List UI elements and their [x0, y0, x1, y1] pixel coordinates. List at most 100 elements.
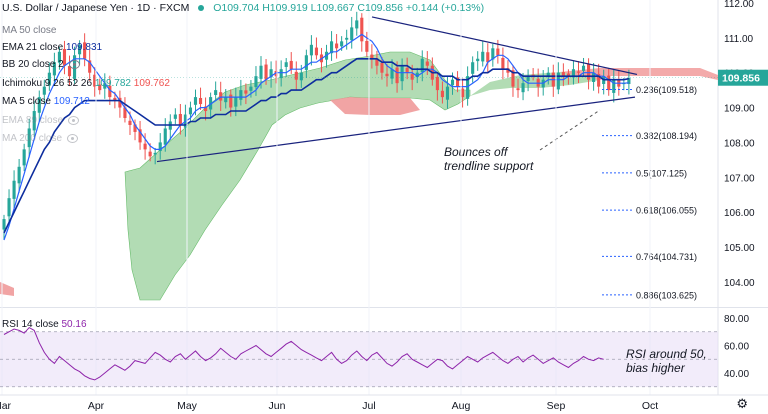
- legend-bb[interactable]: BB 20 close 2: [2, 57, 80, 72]
- legend-rsi[interactable]: RSI 14 close 50.16: [2, 317, 87, 332]
- candle-body: [587, 63, 591, 80]
- candle-body: [62, 49, 67, 66]
- candle-body: [556, 72, 560, 90]
- candle-body: [370, 54, 374, 59]
- candle-body: [214, 90, 218, 95]
- symbol-title: U.S. Dollar / Japanese Yen · 1D · FXCM: [2, 2, 190, 14]
- annotation-line: Bounces off: [444, 145, 509, 159]
- candle-body: [163, 128, 167, 145]
- ma5-line: [3, 33, 629, 241]
- candle-body: [390, 69, 394, 79]
- candle-body: [32, 111, 36, 131]
- candle-body: [22, 149, 26, 166]
- candle-body: [178, 113, 182, 125]
- rsi-tick-label: 40.00: [724, 369, 749, 380]
- annotation-line: trendline support: [444, 159, 534, 173]
- hidden-eye-icon[interactable]: [67, 115, 79, 125]
- candle-body: [329, 41, 334, 54]
- candle-body: [592, 72, 596, 82]
- candle-body: [42, 86, 46, 95]
- candle-body: [279, 69, 283, 79]
- candle-body: [612, 79, 616, 93]
- rsi-band: [0, 331, 718, 387]
- candle-body: [486, 52, 490, 63]
- candle-body: [103, 83, 107, 89]
- candle-body: [526, 76, 530, 82]
- candle-body: [350, 27, 354, 41]
- main-pane: 104.00105.00106.00107.00108.00109.00110.…: [0, 0, 768, 395]
- candle-body: [17, 166, 21, 184]
- candle-body: [193, 97, 198, 105]
- candle-body: [289, 60, 293, 70]
- candle-body: [12, 180, 16, 199]
- candle-body: [597, 73, 601, 87]
- legend-ema-hidden-label: EMA 89 close: [2, 115, 64, 126]
- candle-body: [158, 142, 162, 152]
- candle-body: [466, 76, 470, 99]
- candle-body: [264, 64, 268, 80]
- candle-body: [244, 90, 248, 94]
- candle-body: [400, 65, 404, 82]
- fib-level-label: 0.5(107.125): [636, 168, 687, 178]
- candle-body: [98, 84, 102, 91]
- price-tick-label: 104.00: [724, 278, 755, 289]
- last-price-label: 109.856: [722, 73, 760, 85]
- candle-body: [118, 97, 122, 108]
- candle-body: [239, 90, 243, 100]
- hidden-eye-icon[interactable]: [66, 133, 78, 143]
- hidden-eye-icon[interactable]: [68, 59, 80, 69]
- fib-level-label: 0.764(104.731): [636, 252, 697, 262]
- legend-rsi-label: RSI 14 close: [2, 319, 59, 330]
- candle-body: [108, 85, 112, 98]
- legend-ichimoku-value-1: 109.782: [94, 78, 131, 89]
- candle-body: [128, 120, 132, 125]
- candle-body: [219, 92, 223, 101]
- candle-body: [516, 88, 520, 91]
- candle-body: [365, 40, 369, 52]
- legend-ma5-label: MA 5 close: [2, 96, 51, 107]
- candle-body: [380, 63, 384, 73]
- candle-body: [491, 48, 495, 60]
- candle-body: [576, 71, 581, 73]
- price-tick-label: 108.00: [724, 138, 755, 149]
- candle-body: [546, 72, 550, 77]
- candle-body: [88, 60, 92, 73]
- candle-body: [173, 114, 177, 119]
- legend-ma50-label: MA 50 close: [2, 25, 57, 36]
- candle-body: [345, 37, 349, 40]
- fib-level-label: 0.382(108.194): [636, 131, 697, 141]
- candle-body: [521, 83, 525, 93]
- time-tick-label: Mar: [0, 400, 12, 412]
- candle-body: [148, 151, 152, 157]
- candle-body: [198, 97, 203, 105]
- price-tick-label: 109.00: [724, 104, 755, 115]
- candle-body: [133, 124, 137, 132]
- candle-body: [37, 97, 41, 113]
- price-tick-label: 111.00: [724, 34, 754, 45]
- legend-ma5[interactable]: MA 5 close 109.712: [2, 94, 90, 109]
- ichimoku-cloud-bullish: [124, 51, 471, 301]
- candle-body: [57, 51, 61, 63]
- candle-body: [7, 198, 11, 217]
- candle-body: [561, 72, 565, 77]
- resistance-trendline: [371, 16, 638, 76]
- candle-body: [234, 97, 238, 107]
- price-tick-label: 106.00: [724, 208, 755, 219]
- legend-ema21[interactable]: EMA 21 close 109.831: [2, 40, 102, 55]
- candle-body: [27, 128, 31, 148]
- candle-body: [501, 57, 505, 70]
- legend-rsi-value: 50.16: [61, 319, 87, 330]
- legend-ema-hidden[interactable]: EMA 89 close: [2, 113, 79, 128]
- time-tick-label: Oct: [642, 400, 658, 412]
- legend-ichimoku[interactable]: Ichimoku 9 26 52 26 109.782 109.762: [2, 76, 170, 91]
- candle-body: [471, 62, 475, 74]
- candle-body: [93, 74, 97, 87]
- rsi-tick-label: 60.00: [724, 342, 749, 353]
- legend-ma50[interactable]: MA 50 close: [2, 23, 56, 38]
- candle-body: [375, 58, 379, 66]
- gear-icon[interactable]: ⚙: [736, 396, 748, 411]
- time-tick-label: Jun: [269, 400, 286, 412]
- legend-bb-label: BB 20 close 2: [2, 59, 64, 70]
- legend-ma200[interactable]: MA 200 close: [2, 131, 78, 146]
